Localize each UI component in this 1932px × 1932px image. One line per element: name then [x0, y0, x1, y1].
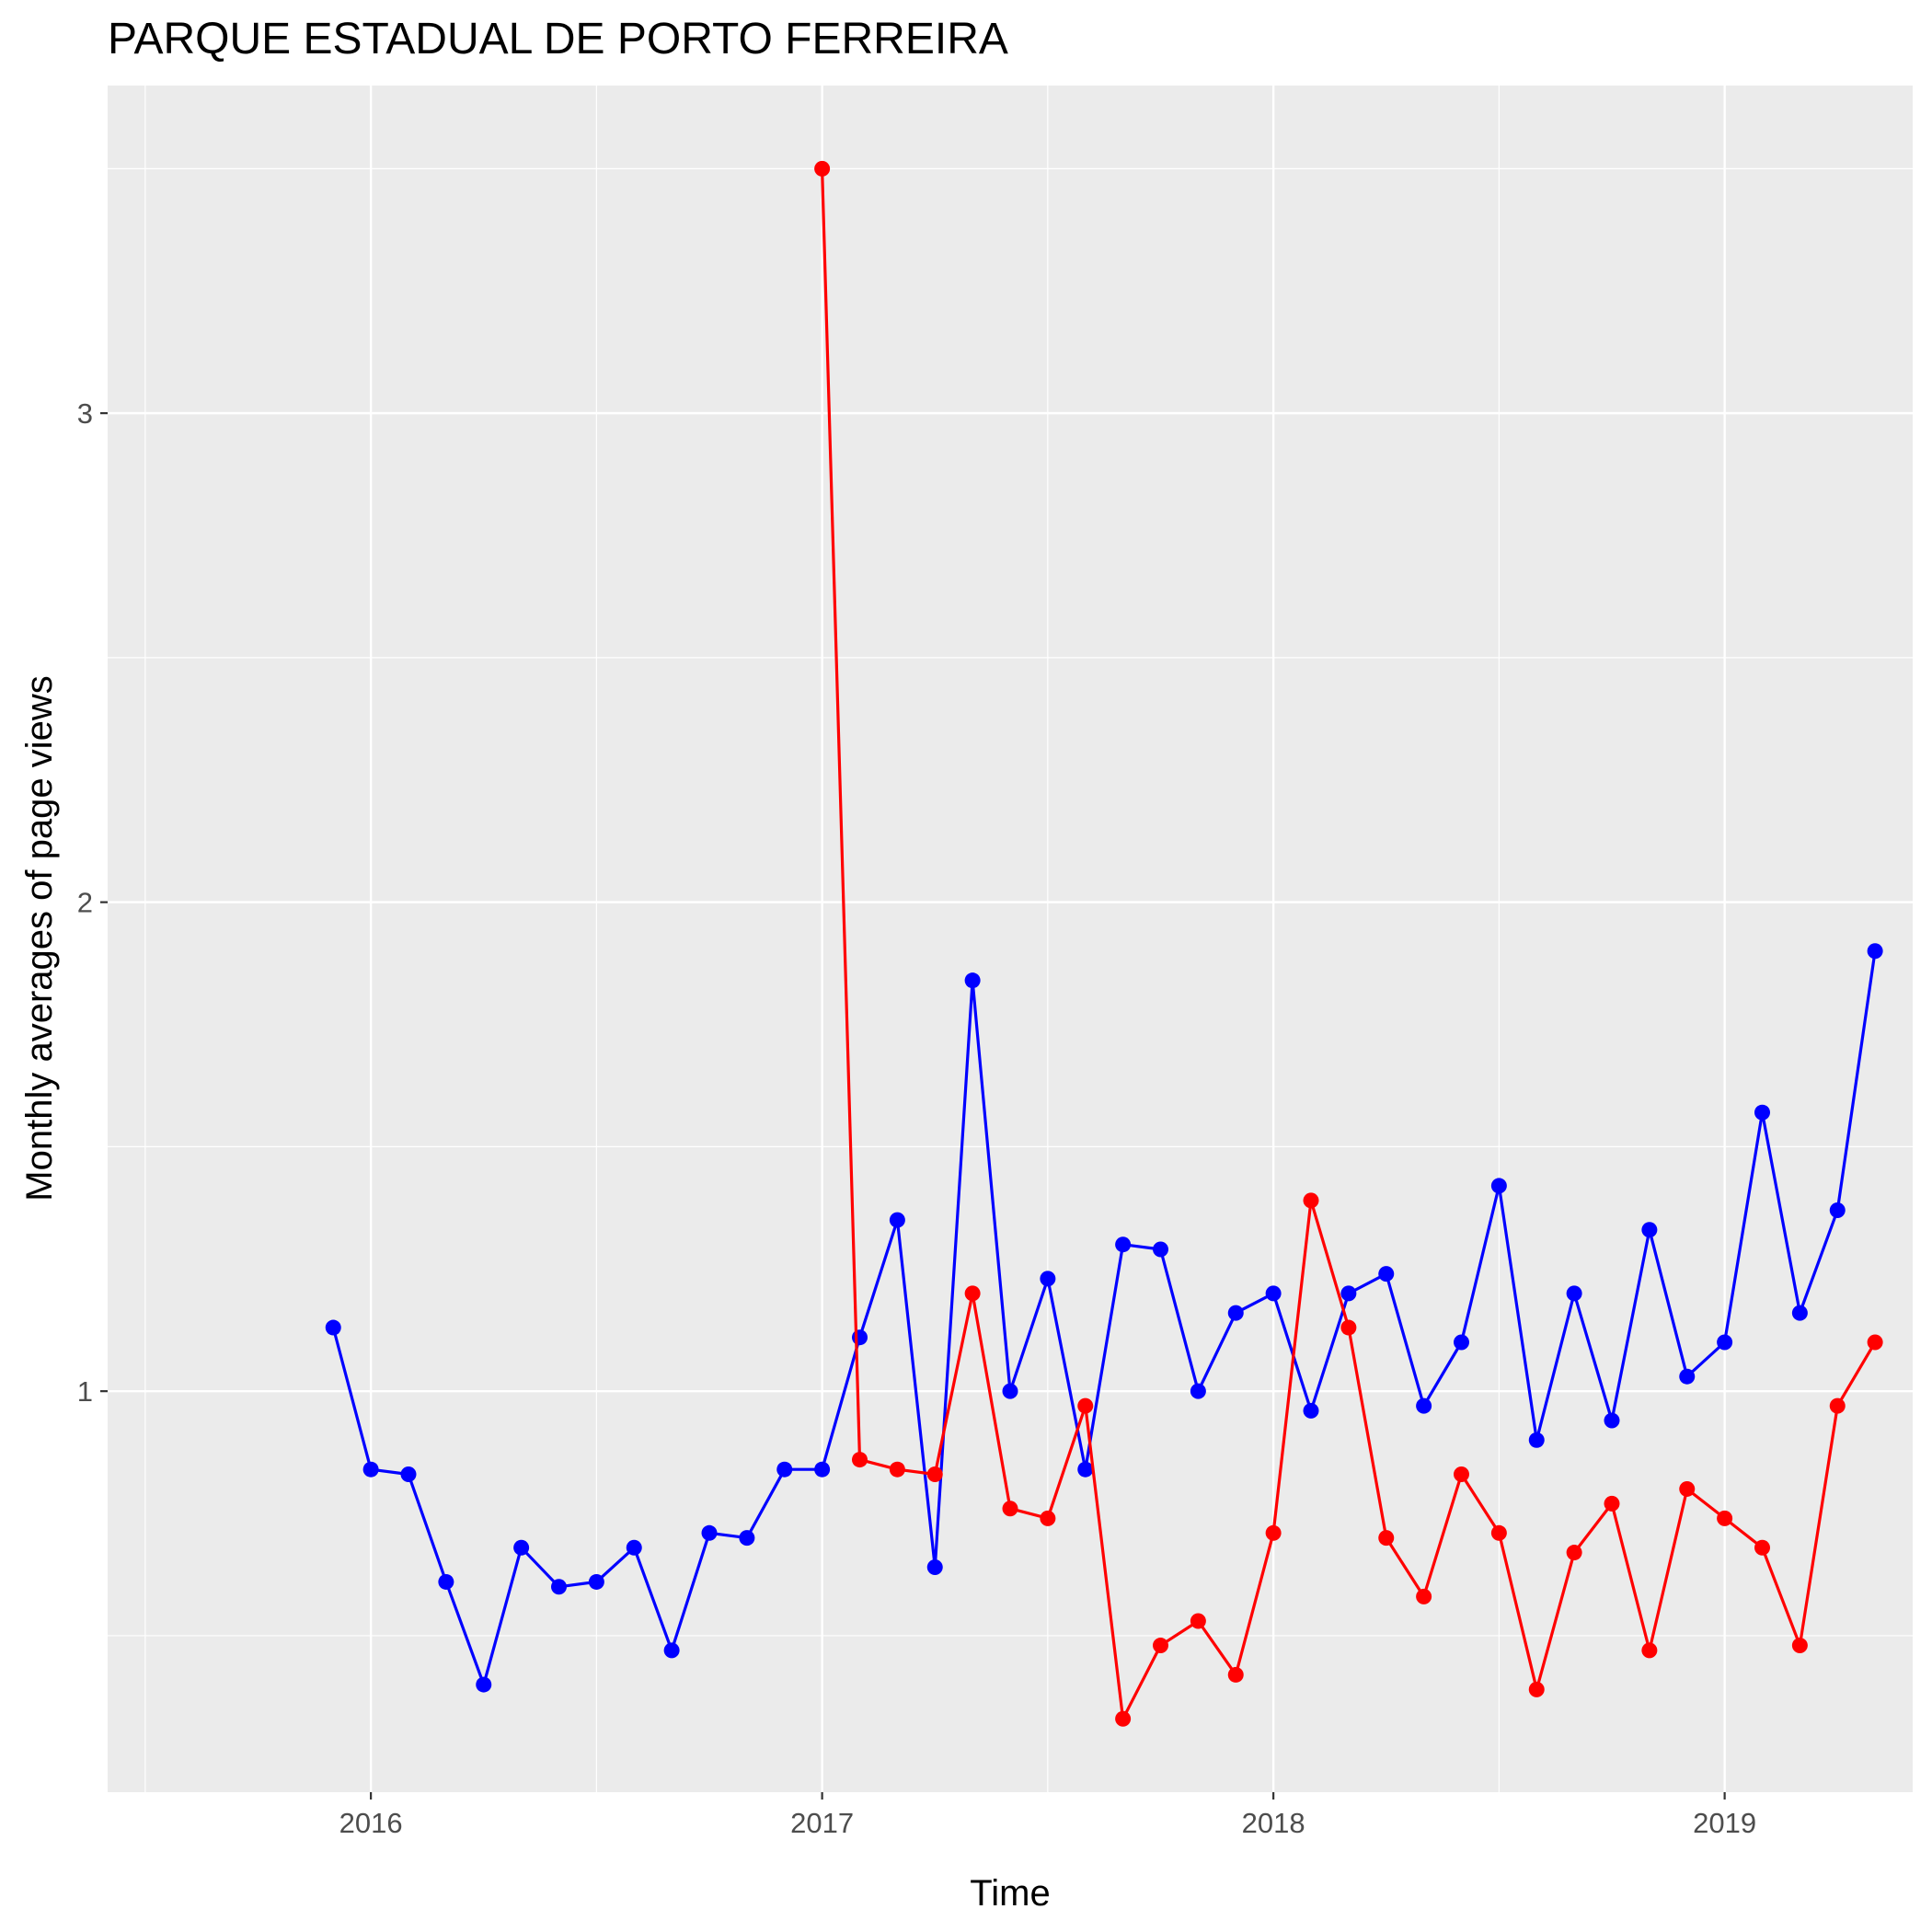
data-point	[1641, 1222, 1658, 1238]
data-point	[964, 972, 981, 989]
data-point	[1227, 1666, 1244, 1683]
data-point	[1115, 1236, 1132, 1253]
data-point	[1641, 1642, 1658, 1659]
data-point	[1190, 1613, 1206, 1629]
y-tick-label: 1	[77, 1375, 93, 1408]
data-point	[1566, 1545, 1582, 1561]
data-point	[814, 160, 831, 177]
data-point	[1378, 1266, 1395, 1282]
data-point	[926, 1559, 943, 1576]
data-point	[1115, 1710, 1132, 1727]
data-point	[1604, 1495, 1620, 1512]
data-point	[325, 1319, 341, 1336]
data-point	[1153, 1638, 1168, 1654]
data-point	[1528, 1432, 1545, 1448]
chart-title: PARQUE ESTADUAL DE PORTO FERREIRA	[108, 15, 1008, 63]
data-point	[701, 1524, 718, 1541]
x-tick-label: 2016	[339, 1807, 403, 1839]
data-point	[1416, 1588, 1432, 1604]
data-point	[1791, 1638, 1808, 1654]
data-point	[1679, 1480, 1696, 1497]
data-point	[588, 1573, 604, 1590]
data-point	[1040, 1271, 1056, 1287]
data-point	[1303, 1402, 1319, 1419]
data-point	[1002, 1383, 1018, 1399]
data-point	[1303, 1192, 1319, 1209]
series-layer	[325, 160, 1883, 1727]
data-point	[964, 1285, 981, 1302]
data-point	[1416, 1397, 1432, 1414]
minor-gridlines	[108, 86, 1913, 1792]
data-point	[513, 1539, 530, 1556]
x-tick-label: 2017	[790, 1807, 854, 1839]
x-tick-label: 2019	[1693, 1807, 1756, 1839]
x-axis-title: Time	[970, 1873, 1050, 1914]
data-point	[1679, 1368, 1696, 1385]
data-point	[1153, 1241, 1168, 1258]
data-point	[1040, 1510, 1056, 1526]
data-point	[1604, 1412, 1620, 1429]
data-point	[1378, 1530, 1395, 1547]
data-point	[852, 1452, 868, 1468]
data-point	[476, 1676, 492, 1693]
data-point	[1490, 1178, 1507, 1194]
data-point	[1077, 1397, 1094, 1414]
data-point	[1190, 1383, 1206, 1399]
data-point	[1791, 1305, 1808, 1321]
data-point	[1002, 1501, 1018, 1517]
y-axis-title: Monthly averages of page views	[19, 675, 60, 1201]
y-tick-label: 2	[77, 887, 93, 919]
data-point	[1454, 1466, 1469, 1483]
x-tick-label: 2018	[1242, 1807, 1305, 1839]
data-point	[1754, 1104, 1770, 1121]
data-point	[663, 1642, 680, 1659]
data-point	[1528, 1681, 1545, 1697]
data-point	[814, 1461, 831, 1478]
data-point	[1829, 1202, 1846, 1218]
data-point	[362, 1461, 379, 1478]
data-point	[1754, 1539, 1770, 1556]
data-point	[1340, 1319, 1357, 1336]
data-point	[889, 1212, 905, 1228]
data-point	[1454, 1334, 1469, 1351]
plot-panel	[108, 86, 1913, 1792]
data-point	[1829, 1397, 1846, 1414]
data-point	[889, 1461, 905, 1478]
data-point	[1490, 1524, 1507, 1541]
series-1	[814, 160, 1883, 1727]
data-point	[926, 1466, 943, 1483]
y-axis-ticks: 1 2 3	[77, 397, 108, 1408]
data-point	[1717, 1334, 1733, 1351]
data-point	[739, 1530, 755, 1547]
data-point	[626, 1539, 642, 1556]
data-point	[438, 1573, 454, 1590]
data-point	[1265, 1524, 1282, 1541]
data-point	[1077, 1461, 1094, 1478]
data-point	[400, 1466, 417, 1483]
data-point	[1227, 1305, 1244, 1321]
x-axis-ticks: 2016 2017 2018 2019	[339, 1792, 1756, 1839]
y-axis: 1 2 3	[77, 397, 108, 1408]
data-point	[1340, 1285, 1357, 1302]
data-point	[852, 1329, 868, 1346]
x-axis: 2016 2017 2018 2019	[339, 1792, 1756, 1839]
data-point	[1265, 1285, 1282, 1302]
data-point	[551, 1579, 567, 1595]
data-point	[1867, 1334, 1883, 1351]
y-tick-label: 3	[77, 397, 93, 430]
data-point	[1867, 943, 1883, 960]
data-point	[776, 1461, 793, 1478]
data-point	[1717, 1510, 1733, 1526]
series-0	[325, 943, 1883, 1693]
data-point	[1566, 1285, 1582, 1302]
